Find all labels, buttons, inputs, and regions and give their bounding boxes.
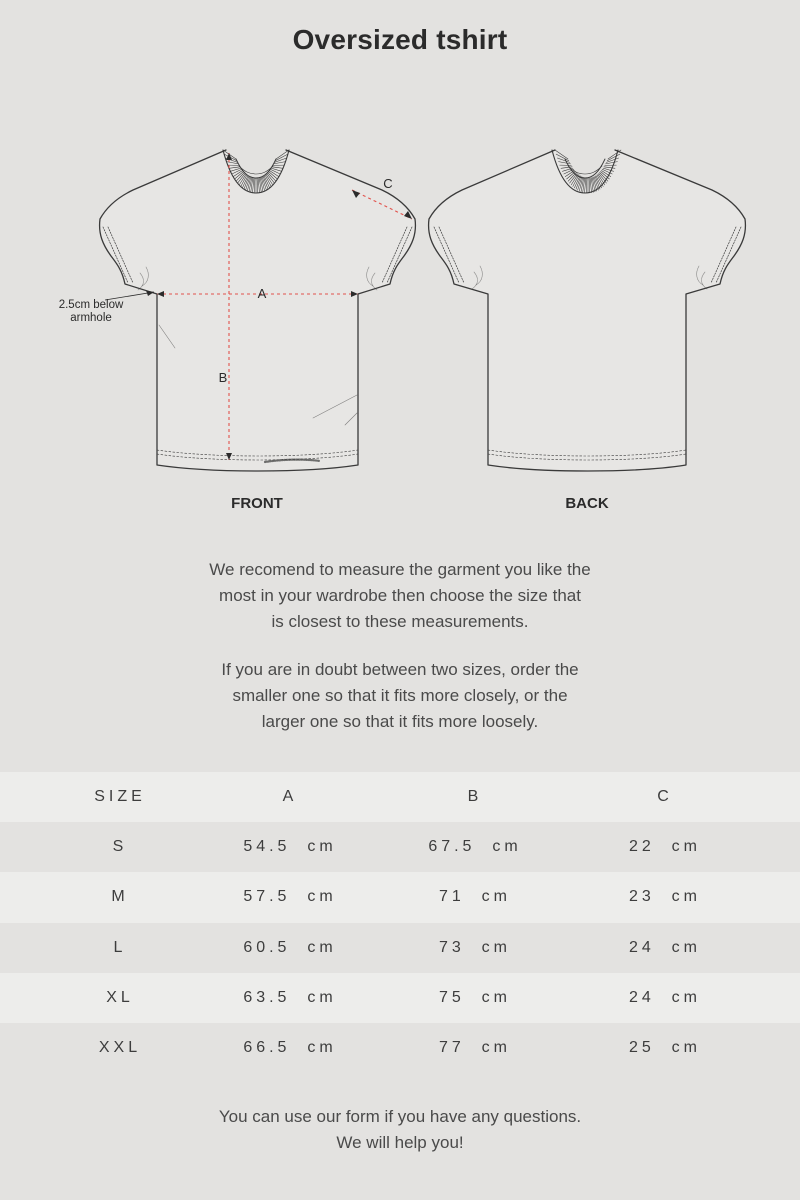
svg-text:B: B (219, 370, 228, 385)
svg-text:C: C (383, 176, 392, 191)
svg-text:A: A (258, 286, 267, 301)
svg-text:2.5cm below: 2.5cm below (59, 299, 124, 311)
svg-text:BACK: BACK (565, 495, 608, 512)
svg-text:armhole: armhole (70, 312, 112, 324)
svg-text:FRONT: FRONT (231, 495, 283, 512)
